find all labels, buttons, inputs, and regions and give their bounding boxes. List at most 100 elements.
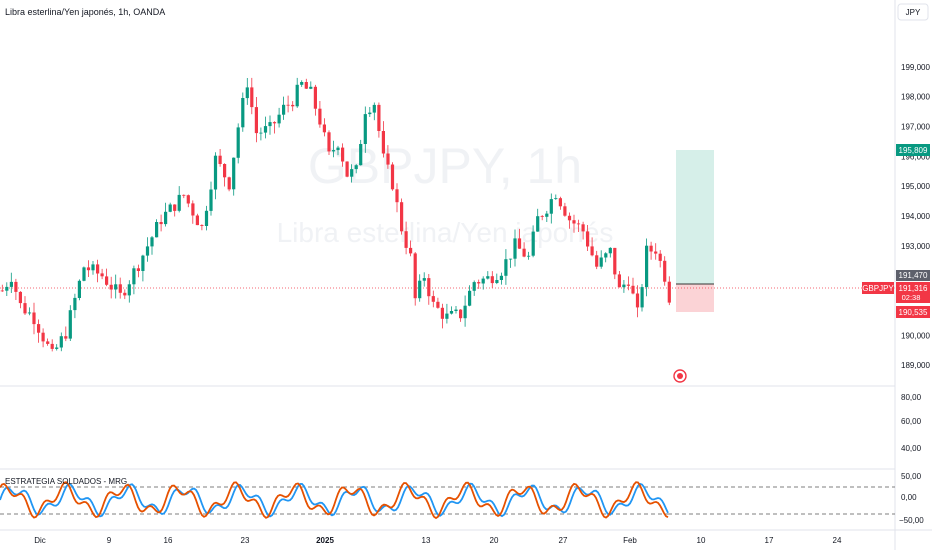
candle: [499, 272, 503, 285]
candle: [18, 291, 22, 309]
candle: [576, 219, 581, 232]
candle: [232, 157, 236, 196]
target-badge: [896, 144, 930, 156]
candle: [223, 163, 227, 187]
time-tick: 23: [241, 536, 250, 545]
candle: [313, 84, 317, 116]
time-tick: 2025: [316, 536, 334, 545]
time-axis[interactable]: Dic 9 16 23 2025 13 20 27 Feb 10 17 24: [34, 536, 842, 545]
candle: [377, 102, 381, 138]
watermark-symbol: GBPJPY, 1h: [308, 138, 582, 194]
candle: [300, 80, 304, 87]
oscillator-series: [0, 481, 669, 520]
candle: [390, 162, 395, 191]
candle: [595, 250, 599, 270]
price-tick: 189,000: [901, 361, 930, 370]
candle: [136, 264, 140, 278]
candle: [218, 149, 222, 167]
candle: [105, 268, 109, 287]
candle: [336, 145, 340, 156]
candle: [395, 183, 399, 213]
price-axis[interactable]: 199,000 198,000 197,000 196,000 195,000 194,0…: [901, 63, 930, 370]
candle: [400, 198, 404, 235]
candle: [386, 145, 390, 169]
candle: [354, 164, 358, 174]
candle: [277, 107, 281, 128]
candle: [545, 210, 549, 222]
candle: [508, 258, 513, 268]
alert-icon[interactable]: [673, 369, 687, 383]
candle: [236, 123, 240, 164]
bar-countdown: 02:38: [902, 293, 921, 302]
candle: [46, 338, 50, 346]
candle: [250, 77, 254, 115]
price-tick: 194,000: [901, 212, 930, 221]
candle: [517, 228, 522, 249]
candle: [463, 295, 467, 327]
candle: [404, 221, 408, 255]
stop-zone[interactable]: [676, 284, 714, 312]
candle: [109, 276, 113, 299]
candle: [195, 213, 199, 226]
candle: [9, 272, 13, 293]
candle: [513, 229, 517, 267]
candle: [581, 221, 585, 240]
candle: [567, 212, 572, 229]
candle: [341, 143, 345, 167]
candle: [322, 118, 326, 137]
candle: [572, 214, 576, 233]
current-price-badge: [896, 282, 930, 303]
candle: [27, 307, 32, 316]
osc-orange-line: [0, 481, 669, 520]
candle: [635, 285, 640, 318]
candle: [32, 302, 36, 335]
candle: [459, 309, 463, 322]
candle: [522, 242, 526, 258]
candle: [350, 164, 354, 183]
candle: [141, 254, 145, 282]
stop-badge: [896, 306, 930, 318]
candle: [91, 261, 95, 275]
currency-button[interactable]: [897, 3, 929, 21]
candle: [563, 202, 567, 217]
candle: [427, 274, 431, 305]
current-price: 191,316: [899, 284, 928, 293]
indicator-title[interactable]: ESTRATEGIA SOLDADOS - MRG: [5, 477, 127, 486]
symbol-tag-badge: [862, 282, 894, 294]
candle: [145, 237, 150, 262]
target-zone[interactable]: [676, 150, 714, 284]
candlestick-series: [0, 77, 671, 352]
candle: [449, 306, 454, 315]
candle: [168, 202, 172, 213]
candle: [608, 247, 612, 258]
candle: [100, 268, 104, 280]
candle: [245, 78, 249, 105]
candle: [5, 282, 9, 296]
symbol-title[interactable]: Libra esterlina/Yen japonés, 1h, OANDA: [5, 7, 165, 17]
price-tick: 195,000: [901, 182, 930, 191]
candle: [186, 194, 190, 208]
candle: [68, 305, 72, 341]
candle: [418, 274, 422, 302]
candle: [127, 280, 131, 303]
candle: [372, 102, 376, 121]
time-tick: 20: [490, 536, 499, 545]
candle: [318, 101, 322, 128]
candle: [123, 289, 127, 300]
candle: [286, 95, 290, 113]
candle: [536, 208, 540, 232]
time-tick: 16: [164, 536, 173, 545]
candle: [445, 303, 449, 324]
candle: [118, 277, 122, 299]
candle: [164, 202, 168, 227]
candle: [64, 326, 68, 342]
candle: [268, 115, 272, 135]
candle: [55, 344, 59, 351]
price-tick: 197,000: [901, 123, 930, 132]
candle: [554, 194, 558, 200]
candle: [177, 186, 181, 213]
candle: [263, 116, 268, 139]
candle: [37, 319, 41, 343]
